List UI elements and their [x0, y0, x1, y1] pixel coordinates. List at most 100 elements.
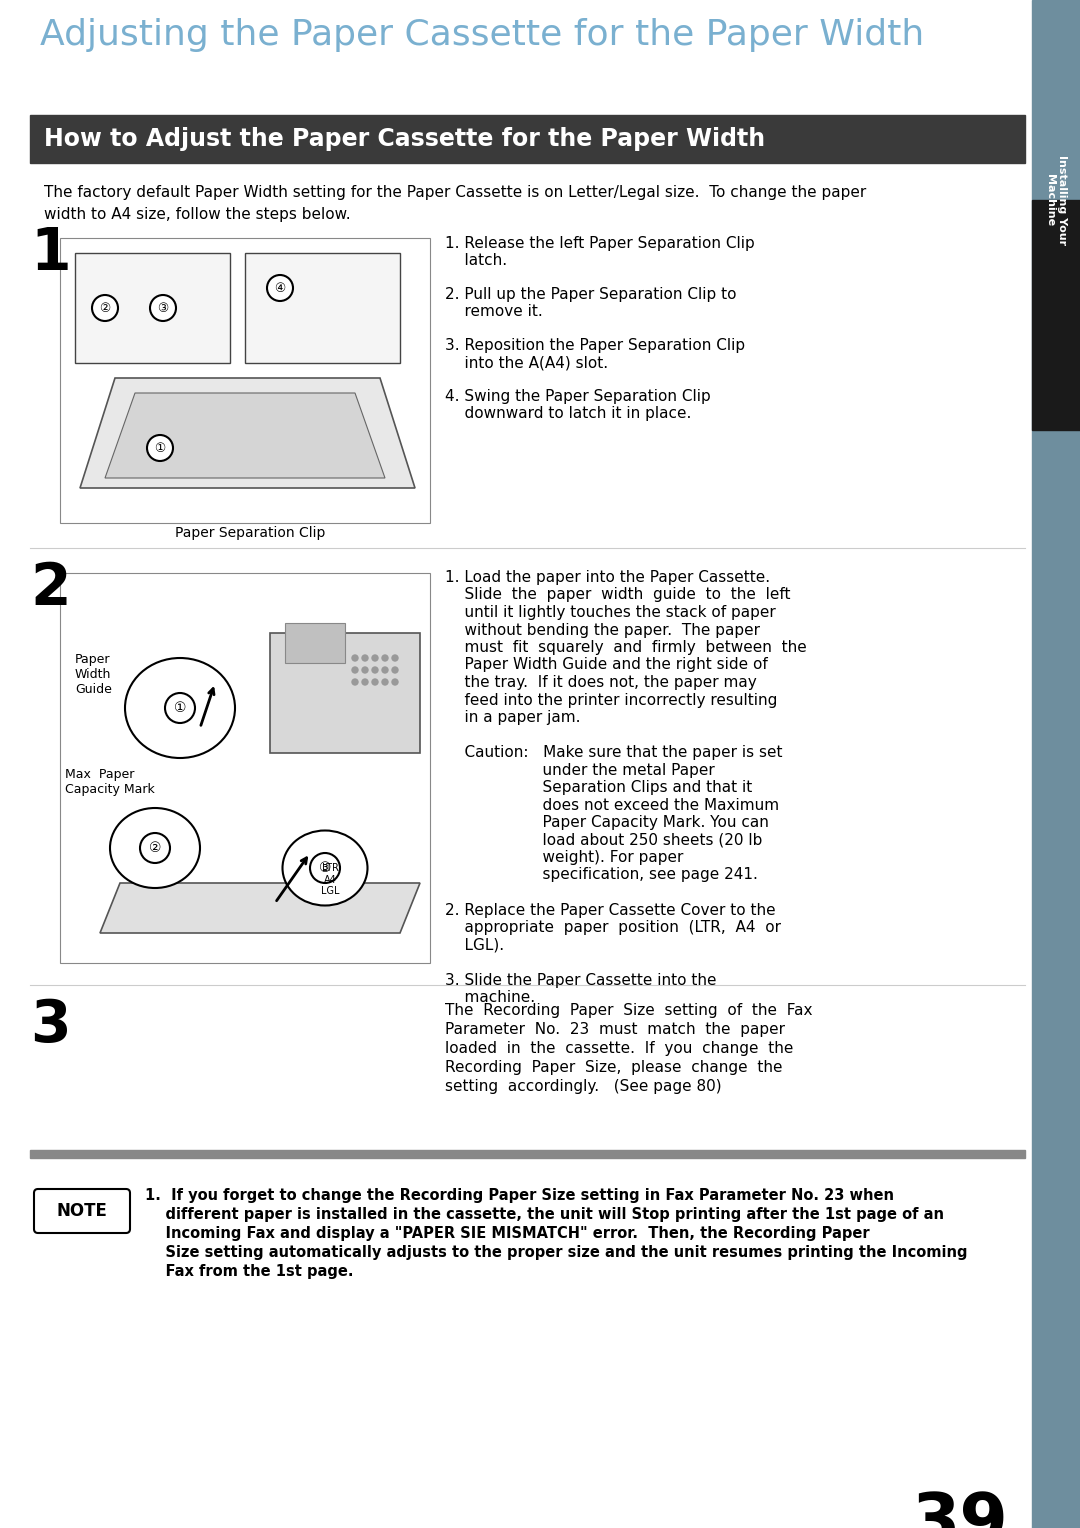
Text: Paper Width Guide and the right side of: Paper Width Guide and the right side of [445, 657, 768, 672]
Text: remove it.: remove it. [445, 304, 543, 319]
Text: Max  Paper
Capacity Mark: Max Paper Capacity Mark [65, 769, 154, 796]
Ellipse shape [125, 659, 235, 758]
Text: 1. Load the paper into the Paper Cassette.: 1. Load the paper into the Paper Cassett… [445, 570, 770, 585]
Text: 1.  If you forget to change the Recording Paper Size setting in Fax Parameter No: 1. If you forget to change the Recording… [145, 1187, 894, 1203]
Text: Slide  the  paper  width  guide  to  the  left: Slide the paper width guide to the left [445, 587, 791, 602]
Text: Separation Clips and that it: Separation Clips and that it [445, 779, 753, 795]
Circle shape [165, 694, 195, 723]
Text: ①: ① [154, 442, 165, 454]
Text: the tray.  If it does not, the paper may: the tray. If it does not, the paper may [445, 675, 757, 691]
Text: Adjusting the Paper Cassette for the Paper Width: Adjusting the Paper Cassette for the Pap… [40, 18, 924, 52]
Text: without bending the paper.  The paper: without bending the paper. The paper [445, 622, 760, 637]
Polygon shape [100, 883, 420, 934]
Circle shape [267, 275, 293, 301]
Text: Parameter  No.  23  must  match  the  paper: Parameter No. 23 must match the paper [445, 1022, 785, 1038]
Circle shape [147, 435, 173, 461]
Bar [270, 633, 420, 753]
Circle shape [382, 678, 388, 685]
Text: latch.: latch. [445, 254, 508, 267]
Text: does not exceed the Maximum: does not exceed the Maximum [445, 798, 779, 813]
Circle shape [92, 295, 118, 321]
Text: feed into the printer incorrectly resulting: feed into the printer incorrectly result… [445, 692, 778, 707]
Circle shape [352, 678, 357, 685]
Polygon shape [80, 377, 415, 487]
Text: Paper
Width
Guide: Paper Width Guide [75, 652, 112, 695]
Text: ③: ③ [158, 301, 168, 315]
Text: ④: ④ [274, 281, 285, 295]
Text: NOTE: NOTE [56, 1203, 107, 1219]
Text: LGL).: LGL). [445, 938, 504, 952]
Text: loaded  in  the  cassette.  If  you  change  the: loaded in the cassette. If you change th… [445, 1041, 794, 1056]
Bar [285, 623, 345, 663]
Text: weight). For paper: weight). For paper [445, 850, 684, 865]
Circle shape [362, 656, 368, 662]
Circle shape [392, 668, 399, 672]
Text: 1. Release the left Paper Separation Clip: 1. Release the left Paper Separation Cli… [445, 235, 755, 251]
Circle shape [140, 833, 170, 863]
Text: must  fit  squarely  and  firmly  between  the: must fit squarely and firmly between the [445, 640, 807, 656]
Circle shape [382, 668, 388, 672]
Circle shape [382, 656, 388, 662]
Text: Paper Capacity Mark. You can: Paper Capacity Mark. You can [445, 814, 769, 830]
Text: Fax from the 1st page.: Fax from the 1st page. [145, 1264, 353, 1279]
Text: Recording  Paper  Size,  please  change  the: Recording Paper Size, please change the [445, 1060, 783, 1076]
Text: ②: ② [99, 301, 110, 315]
Text: under the metal Paper: under the metal Paper [445, 762, 715, 778]
Bar [30, 115, 1025, 163]
Circle shape [392, 656, 399, 662]
Text: into the A(A4) slot.: into the A(A4) slot. [445, 354, 608, 370]
Bar [30, 1151, 1025, 1158]
Text: Incoming Fax and display a "PAPER SIE MISMATCH" error.  Then, the Recording Pape: Incoming Fax and display a "PAPER SIE MI… [145, 1225, 869, 1241]
Text: downward to latch it in place.: downward to latch it in place. [445, 406, 691, 422]
Text: Paper Separation Clip: Paper Separation Clip [175, 526, 325, 539]
Bar [60, 238, 430, 523]
Text: setting  accordingly.   (See page 80): setting accordingly. (See page 80) [445, 1079, 721, 1094]
Text: Installing Your
Machine: Installing Your Machine [1045, 154, 1067, 244]
Text: ③: ③ [319, 860, 332, 876]
Text: 39: 39 [912, 1490, 1009, 1528]
Text: 2. Pull up the Paper Separation Clip to: 2. Pull up the Paper Separation Clip to [445, 287, 737, 303]
Ellipse shape [283, 831, 367, 906]
Polygon shape [105, 393, 384, 478]
Text: until it lightly touches the stack of paper: until it lightly touches the stack of pa… [445, 605, 775, 620]
FancyBboxPatch shape [33, 1189, 130, 1233]
Text: in a paper jam.: in a paper jam. [445, 711, 581, 724]
Circle shape [392, 678, 399, 685]
Ellipse shape [110, 808, 200, 888]
Text: 3. Reposition the Paper Separation Clip: 3. Reposition the Paper Separation Clip [445, 338, 745, 353]
Text: 2. Replace the Paper Cassette Cover to the: 2. Replace the Paper Cassette Cover to t… [445, 903, 775, 917]
Text: ②: ② [149, 840, 161, 856]
Text: 2: 2 [30, 559, 70, 617]
Text: Size setting automatically adjusts to the proper size and the unit resumes print: Size setting automatically adjusts to th… [145, 1245, 968, 1261]
Bar [1032, 0, 1080, 1528]
Bar [1032, 200, 1080, 429]
Circle shape [372, 656, 378, 662]
Text: 3. Slide the Paper Cassette into the: 3. Slide the Paper Cassette into the [445, 972, 716, 987]
Text: ①: ① [174, 701, 186, 715]
Bar [75, 254, 230, 364]
Text: The factory default Paper Width setting for the Paper Cassette is on Letter/Lega: The factory default Paper Width setting … [44, 185, 866, 200]
Circle shape [372, 668, 378, 672]
Text: different paper is installed in the cassette, the unit will Stop printing after : different paper is installed in the cass… [145, 1207, 944, 1222]
Text: appropriate  paper  position  (LTR,  A4  or: appropriate paper position (LTR, A4 or [445, 920, 781, 935]
Text: specification, see page 241.: specification, see page 241. [445, 868, 758, 883]
Bar [60, 573, 430, 963]
Bar [245, 254, 400, 364]
Text: machine.: machine. [445, 990, 535, 1005]
Text: 4. Swing the Paper Separation Clip: 4. Swing the Paper Separation Clip [445, 390, 711, 403]
Text: width to A4 size, follow the steps below.: width to A4 size, follow the steps below… [44, 206, 351, 222]
Text: The  Recording  Paper  Size  setting  of  the  Fax: The Recording Paper Size setting of the … [445, 1002, 812, 1018]
Text: load about 250 sheets (20 lb: load about 250 sheets (20 lb [445, 833, 762, 848]
Text: Caution:   Make sure that the paper is set: Caution: Make sure that the paper is set [445, 746, 783, 759]
Circle shape [310, 853, 340, 883]
Circle shape [362, 678, 368, 685]
Circle shape [362, 668, 368, 672]
Text: 1: 1 [30, 225, 70, 283]
Text: How to Adjust the Paper Cassette for the Paper Width: How to Adjust the Paper Cassette for the… [44, 127, 765, 151]
Circle shape [352, 668, 357, 672]
Circle shape [372, 678, 378, 685]
Circle shape [352, 656, 357, 662]
Circle shape [150, 295, 176, 321]
Text: 3: 3 [30, 996, 70, 1054]
Text: LTR
A4
LGL: LTR A4 LGL [321, 863, 339, 897]
